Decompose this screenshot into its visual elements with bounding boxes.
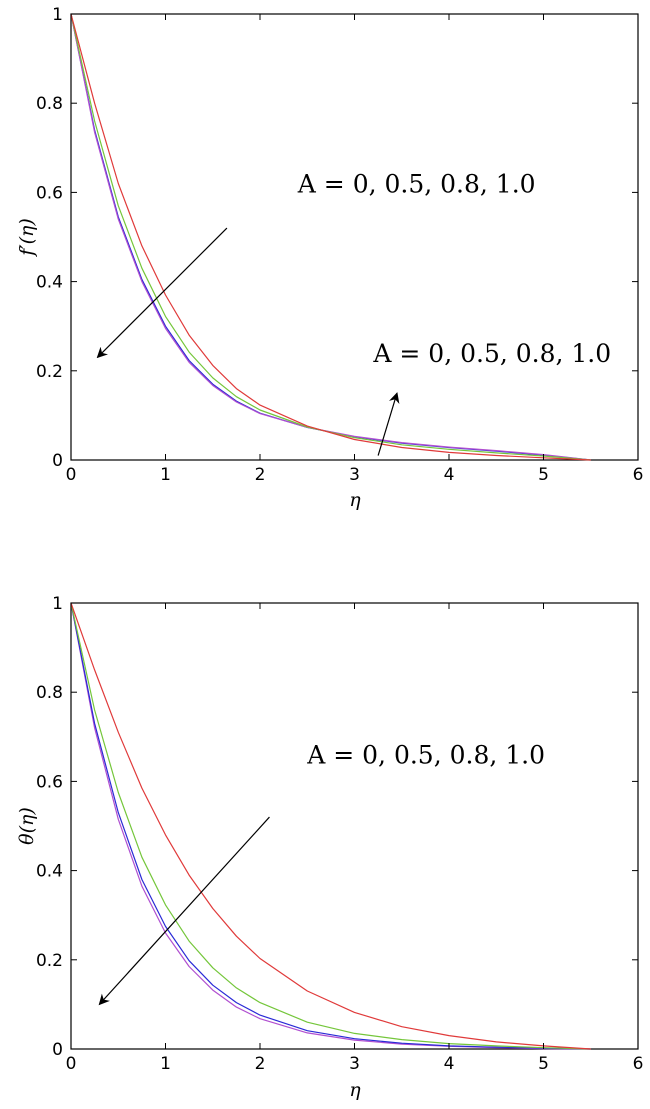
x-tick-label: 4 xyxy=(444,465,455,485)
plot-frame xyxy=(70,602,639,1050)
series-layer xyxy=(70,13,591,461)
tick-layer: 0 1 2 3 4 5 6 0 0.2 0.4 0.6 0.8 1 xyxy=(36,594,643,1074)
y-tick-label: 0.8 xyxy=(36,94,63,114)
x-tick-label: 3 xyxy=(349,465,360,485)
x-tick-label: 3 xyxy=(349,1054,360,1074)
x-tick-label: 5 xyxy=(538,1054,549,1074)
annotation-label-2: A = 0, 0.5, 0.8, 1.0 xyxy=(372,339,611,368)
x-tick-label: 1 xyxy=(160,465,171,485)
annotation-arrow-1 xyxy=(96,227,228,359)
y-tick-label: 0 xyxy=(52,1040,63,1060)
annotation-arrow-2 xyxy=(377,392,400,456)
series-layer xyxy=(70,602,591,1050)
series-line-3 xyxy=(70,602,591,1050)
y-axis-label: θ(η) xyxy=(16,807,38,845)
y-tick-label: 0.8 xyxy=(36,683,63,703)
y-tick-label: 0.4 xyxy=(36,273,63,293)
y-tick-label: 0.2 xyxy=(36,362,63,382)
x-axis-label: η xyxy=(349,1079,361,1101)
series-line-1 xyxy=(70,602,591,1050)
arrow-layer xyxy=(96,227,400,456)
x-axis-label: η xyxy=(349,489,361,511)
y-tick-label: 1 xyxy=(52,594,63,614)
tick-layer: 0 1 2 3 4 5 6 0 0.2 0.4 0.6 0.8 1 xyxy=(36,5,643,485)
y-tick-label: 0.6 xyxy=(36,772,63,792)
x-tick-label: 1 xyxy=(160,1054,171,1074)
chart-panel-temperature: 0 1 2 3 4 5 6 0 0.2 0.4 0.6 0.8 1 A = 0, 0.5, 0.8, 1… xyxy=(16,594,643,1101)
series-line-4 xyxy=(70,13,591,461)
annotation-label-1: A = 0, 0.5, 0.8, 1.0 xyxy=(297,169,536,198)
x-tick-label: 6 xyxy=(633,1054,644,1074)
x-tick-label: 5 xyxy=(538,465,549,485)
arrow-layer xyxy=(98,816,270,1006)
x-tick-label: 0 xyxy=(66,1054,77,1074)
y-tick-label: 1 xyxy=(52,5,63,25)
annotation-layer: A = 0, 0.5, 0.8, 1.0 xyxy=(306,741,545,770)
chart-panel-velocity: 0 1 2 3 4 5 6 0 0.2 0.4 0.6 0.8 1 A = 0, 0.5, 0.8, 1… xyxy=(16,5,643,511)
series-line-3 xyxy=(70,13,591,461)
y-tick-label: 0 xyxy=(52,451,63,471)
x-tick-label: 4 xyxy=(444,1054,455,1074)
annotation-arrow-1 xyxy=(98,816,270,1006)
series-line-4 xyxy=(70,602,591,1050)
series-line-2 xyxy=(70,13,591,461)
x-tick-label: 0 xyxy=(66,465,77,485)
annotation-layer: A = 0, 0.5, 0.8, 1.0 A = 0, 0.5, 0.8, 1.0 xyxy=(297,169,611,367)
y-tick-label: 0.2 xyxy=(36,951,63,971)
x-tick-label: 2 xyxy=(255,465,266,485)
series-line-1 xyxy=(70,13,591,461)
x-tick-label: 2 xyxy=(255,1054,266,1074)
y-tick-label: 0.4 xyxy=(36,862,63,882)
annotation-label-1: A = 0, 0.5, 0.8, 1.0 xyxy=(306,741,545,770)
series-line-2 xyxy=(70,602,591,1050)
x-tick-label: 6 xyxy=(633,465,644,485)
plot-frame xyxy=(70,13,639,461)
y-tick-label: 0.6 xyxy=(36,183,63,203)
y-axis-label: f′(η) xyxy=(16,218,38,258)
